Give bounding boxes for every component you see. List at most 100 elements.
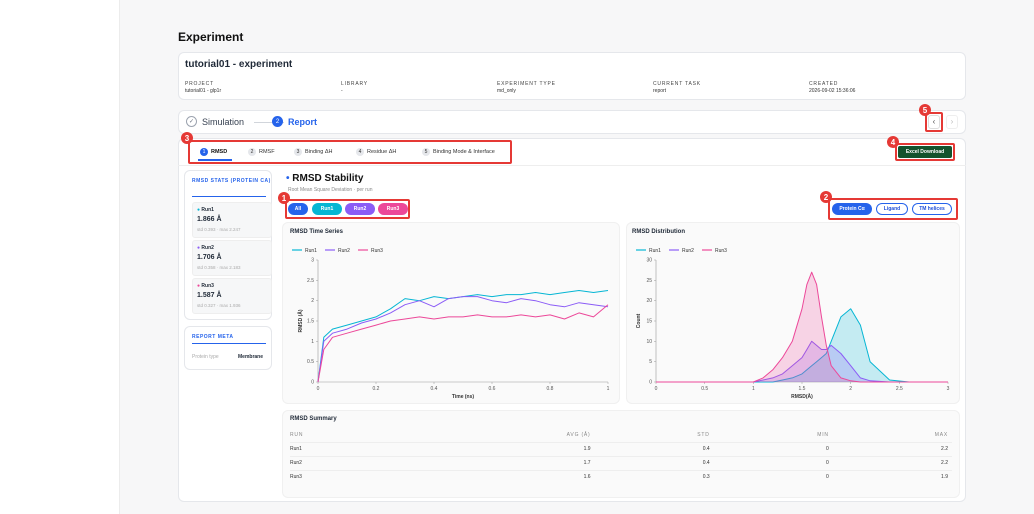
page-title: Experiment <box>178 30 244 44</box>
filter-protein-ca-button[interactable]: Protein Cα <box>832 203 872 215</box>
stats-title: RMSD STATS (PROTEIN CA) <box>192 178 271 184</box>
cell-std: 0.4 <box>594 455 714 470</box>
prev-button[interactable]: ‹ <box>928 115 940 129</box>
meta-title: REPORT META <box>192 334 234 340</box>
run-value: 1.587 Å <box>197 292 222 299</box>
y-tick-label: 1.5 <box>307 319 314 325</box>
x-tick-label: 2.5 <box>896 386 903 392</box>
run-stat-card-run3: ● Run3 1.587 Å std 0.327 · max 1.936 <box>192 278 272 314</box>
run-name-text: Run2 <box>201 245 214 251</box>
step-number: 2 <box>272 116 283 127</box>
filter-run2-button[interactable]: Run2 <box>345 203 375 215</box>
y-tick-label: 5 <box>649 359 652 365</box>
y-axis-label: RMSD (Å) <box>297 309 304 332</box>
section-title: • RMSD Stability <box>286 173 363 184</box>
step-connector <box>254 122 284 123</box>
x-tick-label: 0 <box>655 386 658 392</box>
check-icon: ✓ <box>186 116 197 127</box>
highlight-box-2 <box>828 198 958 220</box>
x-tick-label: 1 <box>607 386 610 392</box>
y-tick-label: 0 <box>649 380 652 386</box>
table-row: Run3 1.6 0.3 0 1.9 <box>290 469 952 484</box>
tab-label: Binding ΔH <box>305 149 333 155</box>
y-tick-label: 3 <box>311 258 314 264</box>
filter-run1-button[interactable]: Run1 <box>312 203 342 215</box>
y-axis-label: Count <box>636 313 642 328</box>
field-label-project: PROJECT <box>185 81 214 87</box>
col-std: STD <box>697 431 710 438</box>
tab-binding-mode[interactable]: 5 Binding Mode & Interface <box>422 148 495 156</box>
report-meta-panel <box>184 326 272 370</box>
highlight-box-3 <box>188 140 512 164</box>
y-tick-label: 0.5 <box>307 359 314 365</box>
meta-value: Membrane <box>238 354 264 360</box>
annotation-badge-4: 4 <box>887 136 899 148</box>
chart2-title: RMSD Distribution <box>632 229 685 235</box>
field-value-library: - <box>341 88 343 94</box>
series-line-run2 <box>317 296 609 383</box>
step-label: Report <box>288 116 317 127</box>
cell-run: Run1 <box>290 441 516 456</box>
tab-binding-dh[interactable]: 3 Binding ΔH <box>294 148 333 156</box>
next-button[interactable]: › <box>946 115 958 129</box>
x-axis-label: RMSD(Å) <box>791 393 813 400</box>
field-label-created: CREATED <box>809 81 839 87</box>
cell-max: 2.2 <box>832 441 952 456</box>
legend-label-run1: Run1 <box>649 248 661 254</box>
field-label-type: EXPERIMENT TYPE <box>497 81 556 87</box>
x-tick-label: 0 <box>317 386 320 392</box>
field-label-library: LIBRARY <box>341 81 368 87</box>
y-tick-label: 15 <box>646 319 652 325</box>
summary-title: RMSD Summary <box>290 416 337 422</box>
field-value-created: 2026-09-02 15:36:06 <box>809 88 856 94</box>
run-name-text: Run3 <box>201 283 214 289</box>
col-max: MAX <box>934 431 948 438</box>
x-tick-label: 3 <box>947 386 950 392</box>
y-tick-label: 25 <box>646 278 652 284</box>
filter-tm-helices-button[interactable]: TM helices <box>912 203 952 215</box>
rmsd-distribution-card <box>626 222 960 404</box>
x-tick-label: 0.6 <box>489 386 496 392</box>
filter-all-button[interactable]: All <box>288 203 308 215</box>
rmsd-time-series-chart: Run1 Run2 Run3 0 0.2 0.4 0.6 0.8 1 0 0.5 1 1.5 2 2.5 3 T… <box>292 248 610 400</box>
step-simulation[interactable]: ✓ Simulation <box>186 116 244 127</box>
filter-run3-button[interactable]: Run3 <box>378 203 408 215</box>
y-tick-label: 2 <box>311 298 314 304</box>
run-stats: std 0.393 · max 2.247 <box>197 227 241 232</box>
run-dot: ● <box>197 245 202 251</box>
y-tick-label: 30 <box>646 258 652 264</box>
col-run: RUN <box>290 431 304 438</box>
main-panel: Experiment tutorial01 - experiment PROJE… <box>120 0 1034 514</box>
series-line-run1 <box>317 290 609 383</box>
col-avg: AVG (Å) <box>566 431 591 438</box>
x-tick-label: 0.8 <box>547 386 554 392</box>
cell-max: 2.2 <box>832 455 952 470</box>
cell-avg: 1.7 <box>515 455 595 470</box>
annotation-badge-1: 1 <box>278 192 290 204</box>
tab-number: 5 <box>422 148 430 156</box>
run-name: ● Run3 <box>197 283 214 289</box>
tab-rmsd[interactable]: 1 RMSD <box>200 148 227 156</box>
legend-label-run2: Run2 <box>682 248 694 254</box>
col-min: MIN <box>817 431 829 438</box>
legend-label-run2: Run2 <box>338 248 350 254</box>
x-tick-label: 2 <box>849 386 852 392</box>
run-stat-card-run2: ● Run2 1.706 Å std 0.358 · max 2.183 <box>192 240 272 276</box>
tab-number: 1 <box>200 148 208 156</box>
excel-download-button[interactable]: Excel Download <box>898 146 952 158</box>
run-stat-card-run1: ● Run1 1.866 Å std 0.393 · max 2.247 <box>192 202 272 238</box>
left-pane <box>0 0 120 514</box>
x-tick-label: 1 <box>752 386 755 392</box>
y-tick-label: 2.5 <box>307 278 314 284</box>
x-axis-label: Time (ns) <box>452 394 474 400</box>
tab-rmsf[interactable]: 2 RMSF <box>248 148 275 156</box>
highlight-box-1 <box>285 199 410 219</box>
legend-label-run3: Run3 <box>715 248 727 254</box>
step-report[interactable]: 2 Report <box>272 116 317 127</box>
filter-ligand-button[interactable]: Ligand <box>876 203 908 215</box>
experiment-name: tutorial01 - experiment <box>185 59 293 70</box>
meta-label: Protein type <box>192 354 219 360</box>
cell-std: 0.3 <box>594 469 714 484</box>
tab-residue-dh[interactable]: 4 Residue ΔH <box>356 148 396 156</box>
